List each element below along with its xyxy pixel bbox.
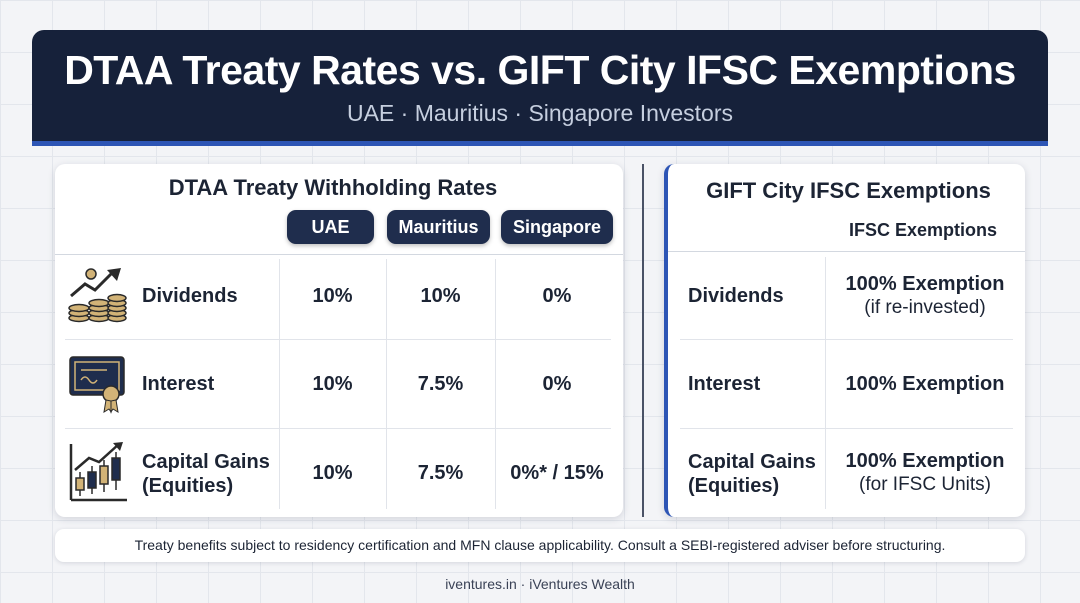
candlestick-chart-icon <box>69 442 127 502</box>
rate-interest-mauritius: 7.5% <box>417 373 464 395</box>
column-header-singapore: Singapore <box>501 210 613 244</box>
rate-capital-gains-mauritius: 7.5% <box>417 462 464 484</box>
column-header-mauritius: Mauritius <box>387 210 490 244</box>
rate-interest-uae: 10% <box>312 373 353 395</box>
ifsc-row-label-interest: Interest <box>688 373 761 395</box>
coins-growth-icon <box>68 268 127 323</box>
ifsc-row-label-capital-gains: Capital Gains (Equities) <box>688 450 816 498</box>
row-divider <box>680 339 1013 340</box>
dtaa-panel-title: DTAA Treaty Withholding Rates <box>168 175 498 200</box>
ifsc-value-interest: 100% Exemption <box>845 373 1005 395</box>
row-divider <box>680 428 1013 429</box>
ifsc-row-label-capital-gains-line2: (Equities) <box>688 475 780 497</box>
panel-divider <box>642 164 644 517</box>
source-credit: iventures.in · iVentures Wealth <box>445 576 635 592</box>
ifsc-value-dividends: 100% Exemption (if re-invested) <box>825 272 1025 320</box>
header-divider <box>55 254 623 255</box>
ifsc-panel: GIFT City IFSC Exemptions IFSC Exemption… <box>664 164 1025 517</box>
ifsc-row-label-capital-gains-line1: Capital Gains <box>688 451 816 473</box>
ifsc-value-dividends-main: 100% Exemption <box>845 273 1005 295</box>
column-header-uae: UAE <box>287 210 374 244</box>
dtaa-panel: DTAA Treaty Withholding Rates UAE Maurit… <box>55 164 623 517</box>
rate-dividends-singapore: 0% <box>542 285 572 307</box>
header-banner: DTAA Treaty Rates vs. GIFT City IFSC Exe… <box>32 30 1048 146</box>
column-divider <box>825 257 826 509</box>
ifsc-value-dividends-note: (if re-invested) <box>864 297 986 318</box>
column-divider <box>495 259 496 509</box>
ifsc-column-header: IFSC Exemptions <box>848 220 998 240</box>
page-subtitle: UAE · Mauritius · Singapore Investors <box>346 100 734 126</box>
row-label-capital-gains-line1: Capital Gains <box>142 451 270 473</box>
page-title: DTAA Treaty Rates vs. GIFT City IFSC Exe… <box>64 47 1016 93</box>
ifsc-value-capital-gains-note: (for IFSC Units) <box>859 474 991 495</box>
row-label-capital-gains-line2: (Equities) <box>142 475 234 497</box>
header-divider <box>668 251 1025 252</box>
rate-dividends-uae: 10% <box>312 285 353 307</box>
row-label-dividends: Dividends <box>142 285 238 307</box>
disclaimer-note: Treaty benefits subject to residency cer… <box>55 529 1025 562</box>
certificate-icon <box>69 356 125 414</box>
row-label-capital-gains: Capital Gains (Equities) <box>142 450 270 498</box>
ifsc-row-label-dividends: Dividends <box>688 285 784 307</box>
ifsc-panel-title: GIFT City IFSC Exemptions <box>706 178 991 203</box>
row-divider <box>65 428 611 429</box>
column-divider <box>386 259 387 509</box>
rate-dividends-mauritius: 10% <box>420 285 461 307</box>
rate-interest-singapore: 0% <box>542 373 572 395</box>
ifsc-value-capital-gains: 100% Exemption (for IFSC Units) <box>825 449 1025 497</box>
rate-capital-gains-singapore: 0%* / 15% <box>510 462 604 484</box>
row-divider <box>65 339 611 340</box>
rate-capital-gains-uae: 10% <box>312 462 353 484</box>
row-label-interest: Interest <box>142 373 215 395</box>
ifsc-value-capital-gains-main: 100% Exemption <box>845 450 1005 472</box>
column-divider <box>279 259 280 509</box>
